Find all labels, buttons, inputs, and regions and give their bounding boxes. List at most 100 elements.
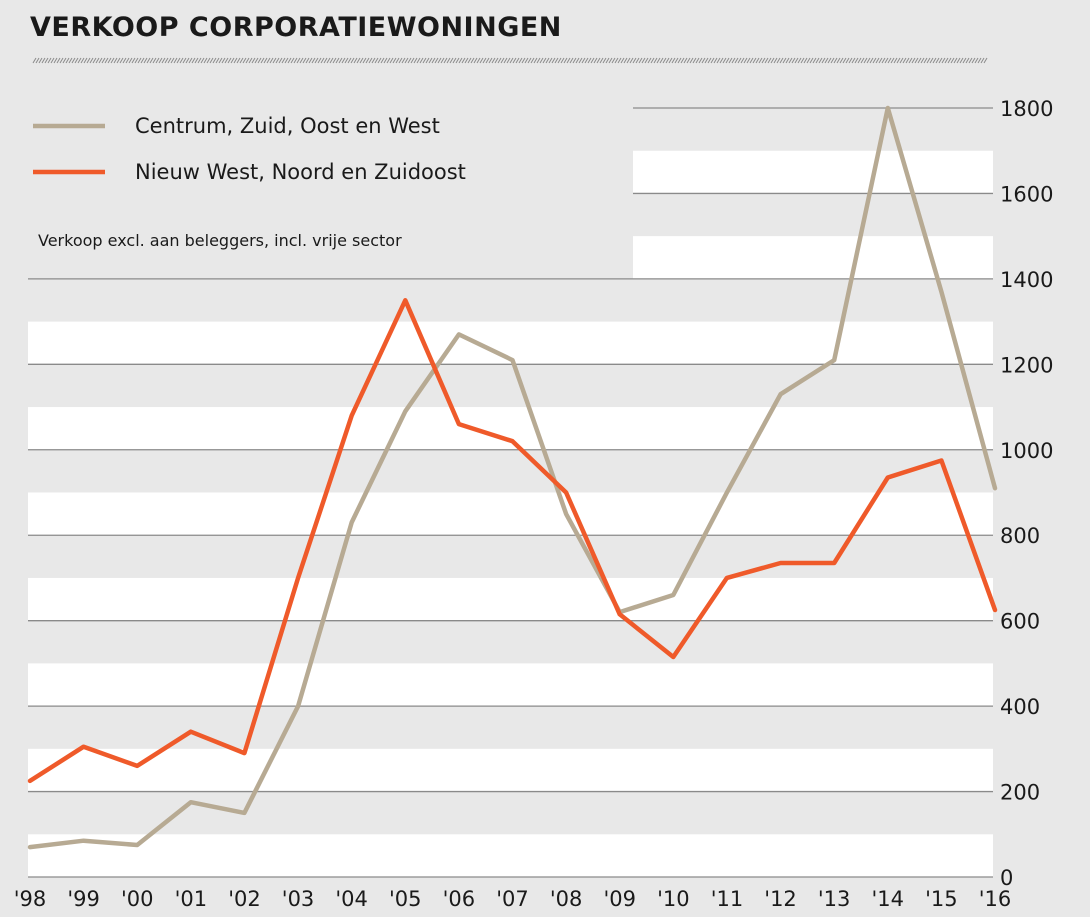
hatch-stroke bbox=[374, 57, 379, 64]
hatch-stroke bbox=[473, 57, 478, 64]
hatch-stroke bbox=[335, 57, 340, 64]
hatch-stroke bbox=[701, 57, 706, 64]
hatch-stroke bbox=[707, 57, 712, 64]
hatch-stroke bbox=[506, 57, 511, 64]
hatch-stroke bbox=[179, 57, 184, 64]
legend: Centrum, Zuid, Oost en West Nieuw West, N… bbox=[33, 114, 466, 184]
hatch-stroke bbox=[818, 57, 823, 64]
x-tick-label: '01 bbox=[175, 887, 208, 911]
hatch-stroke bbox=[551, 57, 556, 64]
hatch-stroke bbox=[332, 57, 337, 64]
hatch-stroke bbox=[890, 57, 895, 64]
hatch-stroke bbox=[362, 57, 367, 64]
hatch-stroke bbox=[611, 57, 616, 64]
hatch-stroke bbox=[896, 57, 901, 64]
hatch-stroke bbox=[419, 57, 424, 64]
hatch-stroke bbox=[548, 57, 553, 64]
x-tick-label: '13 bbox=[818, 887, 851, 911]
hatch-stroke bbox=[341, 57, 346, 64]
hatch-stroke bbox=[152, 57, 157, 64]
hatch-stroke bbox=[605, 57, 610, 64]
hatch-stroke bbox=[284, 57, 289, 64]
hatch-stroke bbox=[767, 57, 772, 64]
hatch-stroke bbox=[791, 57, 796, 64]
x-tick-label: '15 bbox=[925, 887, 958, 911]
hatch-stroke bbox=[458, 57, 463, 64]
hatch-stroke bbox=[710, 57, 715, 64]
hatch-stroke bbox=[77, 57, 82, 64]
hatch-stroke bbox=[725, 57, 730, 64]
hatch-stroke bbox=[245, 57, 250, 64]
hatch-stroke bbox=[467, 57, 472, 64]
hatch-stroke bbox=[107, 57, 112, 64]
hatch-stroke bbox=[320, 57, 325, 64]
hatch-stroke bbox=[212, 57, 217, 64]
hatch-stroke bbox=[143, 57, 148, 64]
hatch-stroke bbox=[476, 57, 481, 64]
hatch-stroke bbox=[194, 57, 199, 64]
hatch-stroke bbox=[614, 57, 619, 64]
hatch-stroke bbox=[206, 57, 211, 64]
hatch-stroke bbox=[347, 57, 352, 64]
hatch-stroke bbox=[581, 57, 586, 64]
hatch-stroke bbox=[62, 57, 67, 64]
hatch-stroke bbox=[557, 57, 562, 64]
hatch-stroke bbox=[512, 57, 517, 64]
hatch-stroke bbox=[416, 57, 421, 64]
hatch-stroke bbox=[608, 57, 613, 64]
hatch-stroke bbox=[371, 57, 376, 64]
hatch-stroke bbox=[728, 57, 733, 64]
hatch-stroke bbox=[197, 57, 202, 64]
hatch-stroke bbox=[665, 57, 670, 64]
hatch-stroke bbox=[686, 57, 691, 64]
hatch-stroke bbox=[392, 57, 397, 64]
hatch-stroke bbox=[272, 57, 277, 64]
hatch-stroke bbox=[956, 57, 961, 64]
hatch-stroke bbox=[821, 57, 826, 64]
hatch-stroke bbox=[254, 57, 259, 64]
hatch-stroke bbox=[92, 57, 97, 64]
hatch-stroke bbox=[449, 57, 454, 64]
hatch-stroke bbox=[911, 57, 916, 64]
hatch-stroke bbox=[884, 57, 889, 64]
hatch-stroke bbox=[647, 57, 652, 64]
hatch-stroke bbox=[113, 57, 118, 64]
hatch-stroke bbox=[326, 57, 331, 64]
hatch-stroke bbox=[440, 57, 445, 64]
hatch-stroke bbox=[617, 57, 622, 64]
hatch-stroke bbox=[878, 57, 883, 64]
hatch-stroke bbox=[542, 57, 547, 64]
hatch-stroke bbox=[734, 57, 739, 64]
hatch-stroke bbox=[833, 57, 838, 64]
hatch-stroke bbox=[860, 57, 865, 64]
x-tick-label: '00 bbox=[121, 887, 154, 911]
background-band bbox=[28, 407, 993, 450]
hatch-stroke bbox=[863, 57, 868, 64]
y-tick-label: 800 bbox=[1000, 524, 1040, 548]
hatch-stroke bbox=[164, 57, 169, 64]
hatch-stroke bbox=[875, 57, 880, 64]
hatch-stroke bbox=[191, 57, 196, 64]
hatch-stroke bbox=[344, 57, 349, 64]
hatch-stroke bbox=[74, 57, 79, 64]
hatch-stroke bbox=[41, 57, 46, 64]
hatch-stroke bbox=[470, 57, 475, 64]
hatch-stroke bbox=[533, 57, 538, 64]
hatch-stroke bbox=[266, 57, 271, 64]
hatch-stroke bbox=[803, 57, 808, 64]
hatch-stroke bbox=[908, 57, 913, 64]
hatch-stroke bbox=[917, 57, 922, 64]
hatch-stroke bbox=[968, 57, 973, 64]
hatch-stroke bbox=[869, 57, 874, 64]
hatch-stroke bbox=[182, 57, 187, 64]
hatch-stroke bbox=[104, 57, 109, 64]
hatch-stroke bbox=[521, 57, 526, 64]
hatch-stroke bbox=[350, 57, 355, 64]
y-tick-label: 200 bbox=[1000, 781, 1040, 805]
x-tick-label: '16 bbox=[979, 887, 1012, 911]
hatch-stroke bbox=[899, 57, 904, 64]
hatch-stroke bbox=[275, 57, 280, 64]
hatch-stroke bbox=[203, 57, 208, 64]
background-band bbox=[28, 663, 993, 707]
title-hatch-rule bbox=[32, 57, 988, 64]
